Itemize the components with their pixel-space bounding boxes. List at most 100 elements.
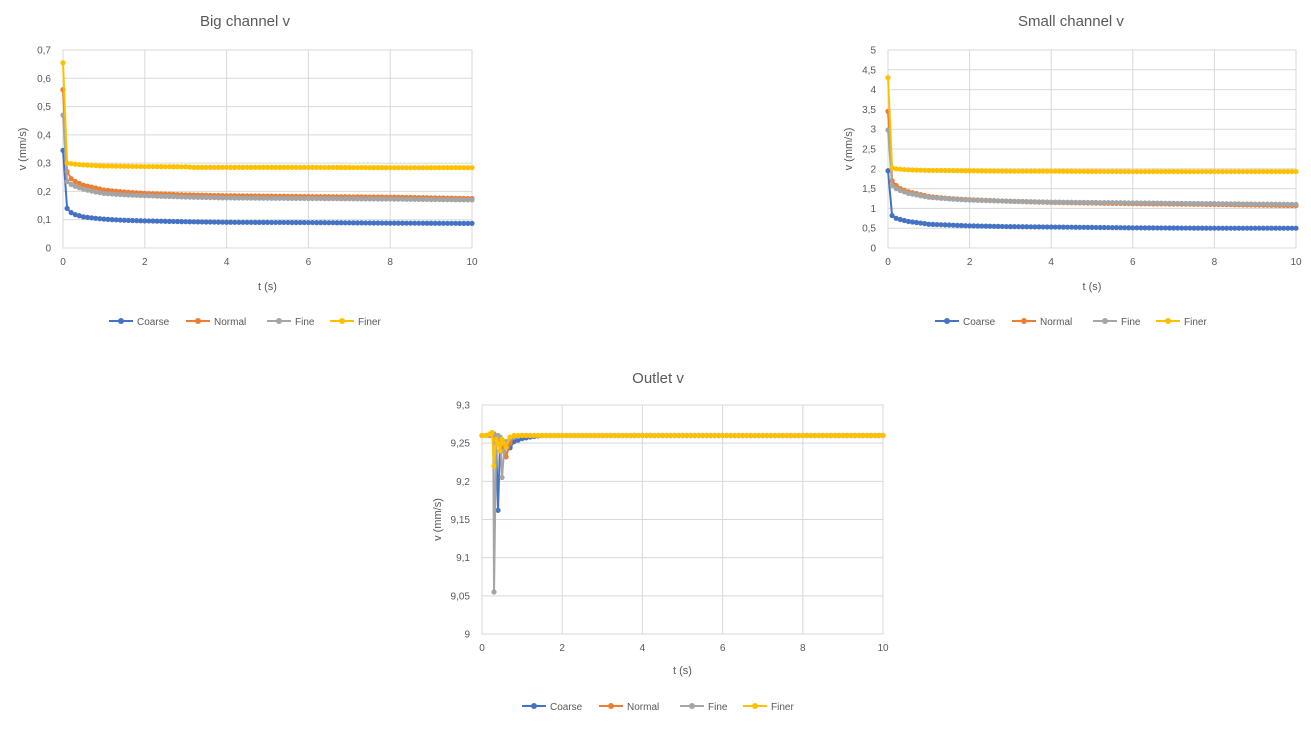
data-point: [166, 218, 172, 224]
legend-label: Finer: [771, 702, 794, 713]
data-point: [391, 165, 397, 171]
data-point: [174, 194, 181, 200]
data-point: [1134, 225, 1140, 231]
data-point: [142, 193, 148, 199]
data-point: [1003, 223, 1009, 230]
data-point: [1109, 200, 1115, 206]
data-point: [1113, 225, 1120, 231]
data-point: [531, 432, 537, 439]
data-point: [913, 167, 920, 173]
data-point: [424, 165, 430, 171]
data-point: [579, 432, 585, 439]
data-point: [1240, 168, 1246, 175]
data-point: [1277, 225, 1283, 231]
data-point: [367, 220, 373, 226]
data-point: [1166, 225, 1173, 231]
data-point: [1113, 168, 1120, 175]
data-point: [1195, 168, 1201, 175]
data-point: [1097, 224, 1103, 231]
data-point: [1122, 200, 1128, 206]
data-point: [607, 432, 613, 439]
data-point: [1232, 168, 1238, 175]
data-point: [281, 164, 287, 170]
data-point: [1011, 168, 1018, 174]
data-point: [420, 196, 426, 203]
data-point: [820, 432, 826, 439]
data-point: [264, 164, 271, 170]
data-point: [138, 163, 144, 170]
data-point: [979, 197, 985, 204]
data-point: [1252, 168, 1258, 175]
data-point: [109, 163, 115, 169]
data-point: [934, 195, 940, 201]
legend: Coarse Normal Fine Finer: [522, 702, 794, 713]
data-point: [1101, 224, 1107, 231]
data-point: [1044, 199, 1050, 205]
data-point: [432, 165, 438, 171]
data-point: [954, 222, 960, 228]
data-point: [93, 215, 99, 221]
data-point: [1142, 225, 1148, 231]
data-point: [211, 164, 217, 170]
y-axis-label: v (mm/s): [432, 498, 444, 541]
data-point: [479, 432, 485, 439]
data-point: [848, 432, 854, 439]
data-point: [93, 189, 99, 195]
data-point: [68, 161, 74, 167]
data-point: [219, 195, 226, 201]
data-point: [383, 165, 389, 171]
data-point: [1191, 168, 1197, 175]
data-point: [297, 219, 303, 226]
data-point: [109, 191, 115, 197]
y-tick-label: 5: [870, 46, 876, 57]
legend-marker: [1021, 318, 1027, 324]
data-point: [979, 223, 985, 229]
data-point: [967, 168, 973, 174]
data-point: [395, 196, 401, 202]
data-point: [1289, 225, 1295, 231]
x-tick-label: 0: [60, 257, 66, 268]
data-point: [1003, 168, 1009, 174]
data-point: [905, 190, 912, 196]
data-point: [836, 432, 842, 439]
data-point: [491, 463, 497, 469]
data-point: [954, 168, 960, 174]
data-point: [1024, 224, 1030, 230]
data-point: [860, 432, 866, 439]
data-point: [519, 432, 525, 439]
data-point: [1064, 199, 1071, 205]
legend-marker: [608, 703, 614, 709]
data-point: [683, 432, 690, 439]
data-point: [954, 196, 960, 202]
data-point: [950, 196, 956, 202]
data-point: [68, 181, 74, 187]
data-point: [1126, 225, 1132, 231]
data-point: [273, 195, 279, 201]
data-point: [808, 432, 814, 439]
data-point: [1244, 201, 1250, 207]
legend-item-coarse: Coarse: [522, 702, 583, 713]
data-point: [893, 215, 899, 221]
data-point: [256, 164, 262, 170]
data-point: [440, 197, 446, 203]
data-point: [268, 164, 275, 170]
legend-label: Coarse: [137, 317, 170, 328]
data-point: [1158, 200, 1164, 206]
data-point: [796, 432, 802, 439]
data-point: [918, 193, 924, 199]
data-point: [975, 168, 981, 174]
data-point: [146, 163, 152, 170]
data-point: [387, 165, 393, 171]
data-point: [260, 219, 267, 225]
data-point: [1044, 168, 1050, 174]
legend-marker: [276, 318, 282, 324]
data-point: [1285, 201, 1291, 207]
data-point: [72, 178, 78, 185]
data-point: [399, 196, 406, 202]
data-point: [489, 429, 495, 436]
legend-item-normal: Normal: [599, 702, 659, 713]
series-line: [62, 150, 473, 225]
data-point: [567, 432, 573, 439]
data-point: [1224, 201, 1230, 207]
data-point: [256, 195, 262, 201]
